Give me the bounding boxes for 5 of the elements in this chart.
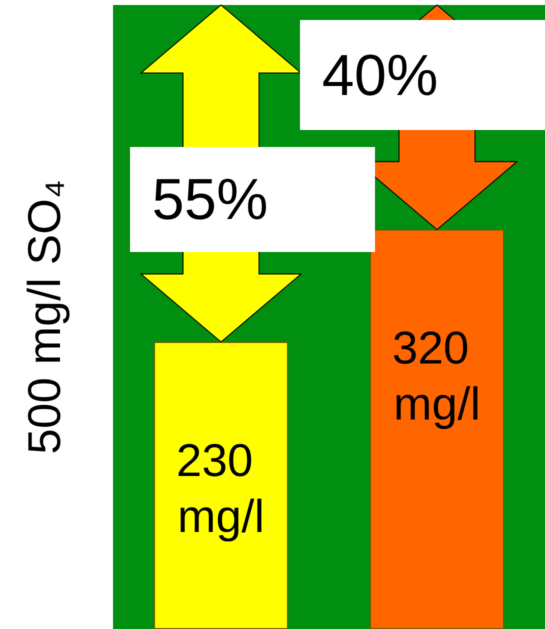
annotation: 55% — [130, 147, 375, 252]
data-label: 230 mg/l — [176, 434, 266, 542]
y-axis-title: 500 mg/l SO₄ — [18, 180, 70, 454]
annotation: 40% — [300, 20, 545, 130]
data-label: 320 mg/l — [392, 322, 482, 430]
